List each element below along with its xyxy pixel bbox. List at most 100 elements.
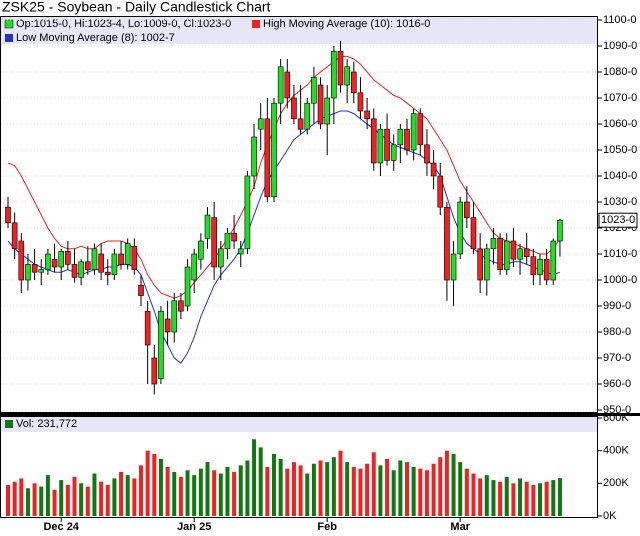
volume-bar (278, 458, 283, 516)
candle-body (171, 300, 178, 333)
volume-bar (178, 476, 183, 516)
candle-body (184, 266, 191, 307)
candle-body (264, 118, 271, 198)
candle-body (18, 240, 25, 281)
candle-body (510, 240, 517, 260)
volume-bar (484, 475, 489, 516)
volume-bar (205, 462, 210, 516)
candle-body (131, 245, 138, 270)
volume-bar (212, 470, 217, 516)
volume-bar (538, 483, 542, 516)
legend-entry: High Moving Average (10): 1016-0 (263, 18, 430, 30)
volume-bar (218, 473, 223, 516)
candle-body (231, 232, 237, 242)
volume-bar (119, 471, 124, 516)
volume-bar (518, 478, 523, 516)
volume-bar (99, 481, 104, 516)
volume-bar (45, 475, 50, 516)
candle-body (390, 144, 397, 161)
volume-bar (451, 453, 456, 516)
legend-swatch (252, 20, 260, 28)
volume-bar (165, 467, 170, 516)
candle-body (138, 284, 144, 296)
candle-body (104, 271, 111, 276)
candle-body (450, 253, 457, 281)
volume-bar (444, 450, 449, 516)
volume-bar (365, 463, 370, 516)
volume-bar (238, 465, 243, 516)
y-tick-label: 980-0 (603, 326, 631, 338)
candle-body (158, 310, 164, 380)
volume-bar (504, 476, 509, 516)
chart-title: ZSK25 - Soybean - Daily Candlestick Char… (2, 0, 271, 15)
volume-bar (371, 452, 376, 516)
volume-bar (152, 453, 157, 516)
volume-bar (192, 475, 197, 516)
y-tick-label: 970-0 (603, 352, 631, 364)
volume-bar (59, 480, 64, 516)
volume-bar (318, 460, 323, 516)
candle-body (410, 113, 417, 151)
candle-body (297, 118, 304, 130)
volume-bar (551, 480, 556, 516)
volume-bar (112, 478, 117, 516)
volume-bar (158, 458, 163, 516)
volume-bar (72, 476, 77, 516)
volume-frame (0, 416, 598, 518)
volume-bar (405, 462, 409, 516)
volume-bar (385, 458, 390, 516)
volume-bar (544, 481, 549, 516)
candle-body (244, 175, 251, 250)
legend-ohlc: Op:1015-0, Hi:1023-4, Lo:1009-0, Cl:1023… (16, 18, 231, 30)
candle-body (291, 97, 297, 120)
volume-bar (431, 463, 436, 516)
candle-body (550, 240, 557, 281)
volume-bar (291, 462, 296, 516)
volume-bar (491, 480, 496, 516)
volume-bar (39, 486, 44, 516)
candle-body (317, 84, 324, 125)
y-tick-label: 960-0 (603, 378, 631, 390)
last-price-box (598, 212, 638, 228)
x-tick-label: Mar (450, 521, 470, 533)
candle-body (98, 253, 104, 273)
x-tick-label: Dec 24 (43, 521, 79, 533)
volume-bar (358, 468, 363, 516)
y-tick-label: 1000-0 (603, 274, 637, 286)
volume-bar (478, 478, 483, 516)
candle-body (490, 238, 497, 250)
x-tick-label: Feb (317, 521, 337, 533)
candle-body (284, 71, 291, 99)
candle-body (251, 136, 257, 177)
candle-body (437, 175, 444, 208)
y-tick-label: 1050-0 (603, 144, 637, 156)
volume-bar (398, 460, 403, 516)
candle-body (271, 102, 277, 198)
volume-bar (298, 465, 303, 516)
volume-bar (418, 468, 423, 516)
candle-body (464, 201, 470, 218)
volume-bar (438, 457, 443, 516)
volume-bar (378, 465, 383, 516)
volume-bar (25, 488, 30, 516)
candle-body (218, 248, 224, 268)
volume-tick-label: 600K (603, 412, 629, 424)
legend-swatch (5, 420, 13, 428)
y-tick-label: 1080-0 (603, 66, 637, 78)
candle-body (45, 253, 51, 270)
candle-body (224, 232, 231, 250)
volume-bar (338, 450, 343, 516)
price-frame (0, 16, 598, 413)
candle-body (430, 162, 437, 177)
legend-swatch (5, 34, 13, 42)
volume-bar (285, 468, 290, 516)
legend-swatch (4, 19, 14, 29)
candle-body (5, 206, 11, 224)
volume-bar (145, 450, 150, 516)
candle-body (530, 256, 537, 276)
y-tick-label: 1090-0 (603, 40, 637, 52)
volume-bar (132, 478, 137, 516)
candle-body (111, 253, 118, 276)
candle-body (370, 118, 377, 164)
volume-bar (198, 468, 203, 516)
